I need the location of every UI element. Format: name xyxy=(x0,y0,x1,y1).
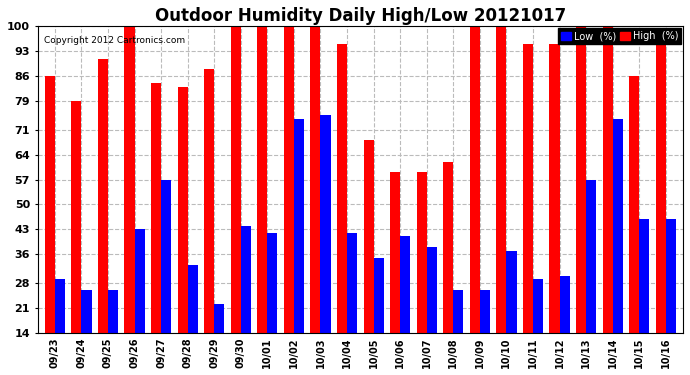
Bar xyxy=(257,27,267,333)
Bar xyxy=(337,44,347,333)
Bar xyxy=(373,258,384,333)
Bar xyxy=(470,27,480,333)
Bar xyxy=(666,219,676,333)
Bar xyxy=(124,27,135,333)
Bar xyxy=(98,58,108,333)
Bar xyxy=(364,140,373,333)
Bar xyxy=(71,101,81,333)
Bar xyxy=(81,290,92,333)
Bar xyxy=(320,116,331,333)
Text: Copyright 2012 Cartronics.com: Copyright 2012 Cartronics.com xyxy=(44,36,185,45)
Bar xyxy=(506,251,517,333)
Bar xyxy=(241,226,251,333)
Bar xyxy=(400,237,411,333)
Bar xyxy=(214,304,224,333)
Bar xyxy=(347,233,357,333)
Bar xyxy=(294,119,304,333)
Bar xyxy=(230,27,241,333)
Bar xyxy=(453,290,464,333)
Bar xyxy=(177,87,188,333)
Title: Outdoor Humidity Daily High/Low 20121017: Outdoor Humidity Daily High/Low 20121017 xyxy=(155,7,566,25)
Bar xyxy=(284,27,294,333)
Bar xyxy=(108,290,118,333)
Bar xyxy=(417,172,426,333)
Bar xyxy=(523,44,533,333)
Bar xyxy=(602,27,613,333)
Bar xyxy=(443,162,453,333)
Legend: Low  (%), High  (%): Low (%), High (%) xyxy=(558,28,681,44)
Bar xyxy=(629,76,639,333)
Bar xyxy=(480,290,490,333)
Bar xyxy=(204,69,214,333)
Bar xyxy=(390,172,400,333)
Bar xyxy=(135,230,145,333)
Bar xyxy=(45,76,55,333)
Bar xyxy=(188,265,198,333)
Bar xyxy=(656,44,666,333)
Bar xyxy=(310,27,320,333)
Bar xyxy=(560,276,570,333)
Bar xyxy=(576,27,586,333)
Bar xyxy=(496,27,506,333)
Bar xyxy=(639,219,649,333)
Bar xyxy=(549,44,560,333)
Bar xyxy=(613,119,623,333)
Bar xyxy=(426,247,437,333)
Bar xyxy=(533,279,543,333)
Bar xyxy=(267,233,277,333)
Bar xyxy=(151,84,161,333)
Bar xyxy=(161,180,171,333)
Bar xyxy=(586,180,596,333)
Bar xyxy=(55,279,65,333)
